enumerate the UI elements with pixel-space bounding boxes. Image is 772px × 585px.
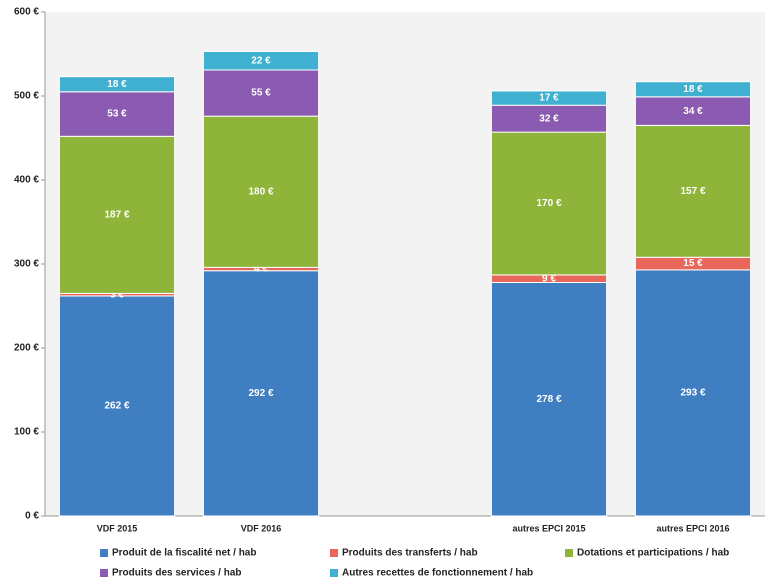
y-tick-label: 100 €: [14, 427, 39, 438]
bar-segment: [490, 104, 608, 133]
legend-swatch: [565, 549, 573, 557]
bar-segment: [202, 50, 320, 71]
value-label: 180 €: [248, 186, 273, 197]
value-label: 262 €: [104, 401, 129, 412]
y-tick-label: 600 €: [14, 7, 39, 18]
bar-segment: [58, 76, 176, 93]
value-label: 3 €: [110, 289, 124, 300]
value-label: 15 €: [683, 258, 703, 269]
value-label: 278 €: [536, 394, 561, 405]
value-label: 55 €: [251, 88, 271, 99]
legend-swatch: [330, 549, 338, 557]
legend-swatch: [100, 549, 108, 557]
bar-segment: [202, 115, 320, 268]
legend-label: Produit de la fiscalité net / hab: [112, 548, 256, 559]
y-tick-label: 400 €: [14, 175, 39, 186]
x-tick-label: autres EPCI 2016: [656, 523, 729, 533]
value-label: 292 €: [248, 388, 273, 399]
value-label: 34 €: [683, 106, 703, 117]
value-label: 32 €: [539, 113, 559, 124]
x-tick-label: autres EPCI 2015: [512, 523, 585, 533]
y-tick-label: 500 €: [14, 91, 39, 102]
bar-segment: [634, 81, 752, 98]
value-label: 170 €: [536, 198, 561, 209]
x-tick-label: VDF 2016: [241, 523, 282, 533]
value-label: 18 €: [107, 79, 127, 90]
value-label: 187 €: [104, 210, 129, 221]
value-label: 9 €: [542, 273, 556, 284]
bar-segment: [202, 270, 320, 517]
y-tick-label: 0 €: [25, 511, 39, 522]
bar-segment: [58, 295, 176, 517]
value-label: 4 €: [254, 264, 268, 275]
bar-segment: [634, 96, 752, 126]
legend-label: Dotations et participations / hab: [577, 548, 729, 559]
value-label: 157 €: [680, 186, 705, 197]
y-tick-label: 300 €: [14, 259, 39, 270]
legend-swatch: [330, 569, 338, 577]
value-label: 53 €: [107, 109, 127, 120]
bar-segment: [634, 269, 752, 517]
value-label: 17 €: [539, 93, 559, 104]
bar-segment: [634, 124, 752, 258]
x-tick-label: VDF 2015: [97, 523, 138, 533]
value-label: 18 €: [683, 84, 703, 95]
bar-segment: [490, 281, 608, 517]
legend-label: Produits des transferts / hab: [342, 548, 478, 559]
legend-swatch: [100, 569, 108, 577]
legend-label: Autres recettes de fonctionnement / hab: [342, 568, 533, 579]
bar-segment: [58, 135, 176, 294]
legend-label: Produits des services / hab: [112, 568, 242, 579]
y-tick-label: 200 €: [14, 343, 39, 354]
bar-segment: [490, 90, 608, 106]
value-label: 293 €: [680, 388, 705, 399]
bar-segment: [490, 131, 608, 276]
bar-segment: [58, 91, 176, 137]
bar-segment: [202, 69, 320, 117]
value-label: 22 €: [251, 55, 271, 66]
